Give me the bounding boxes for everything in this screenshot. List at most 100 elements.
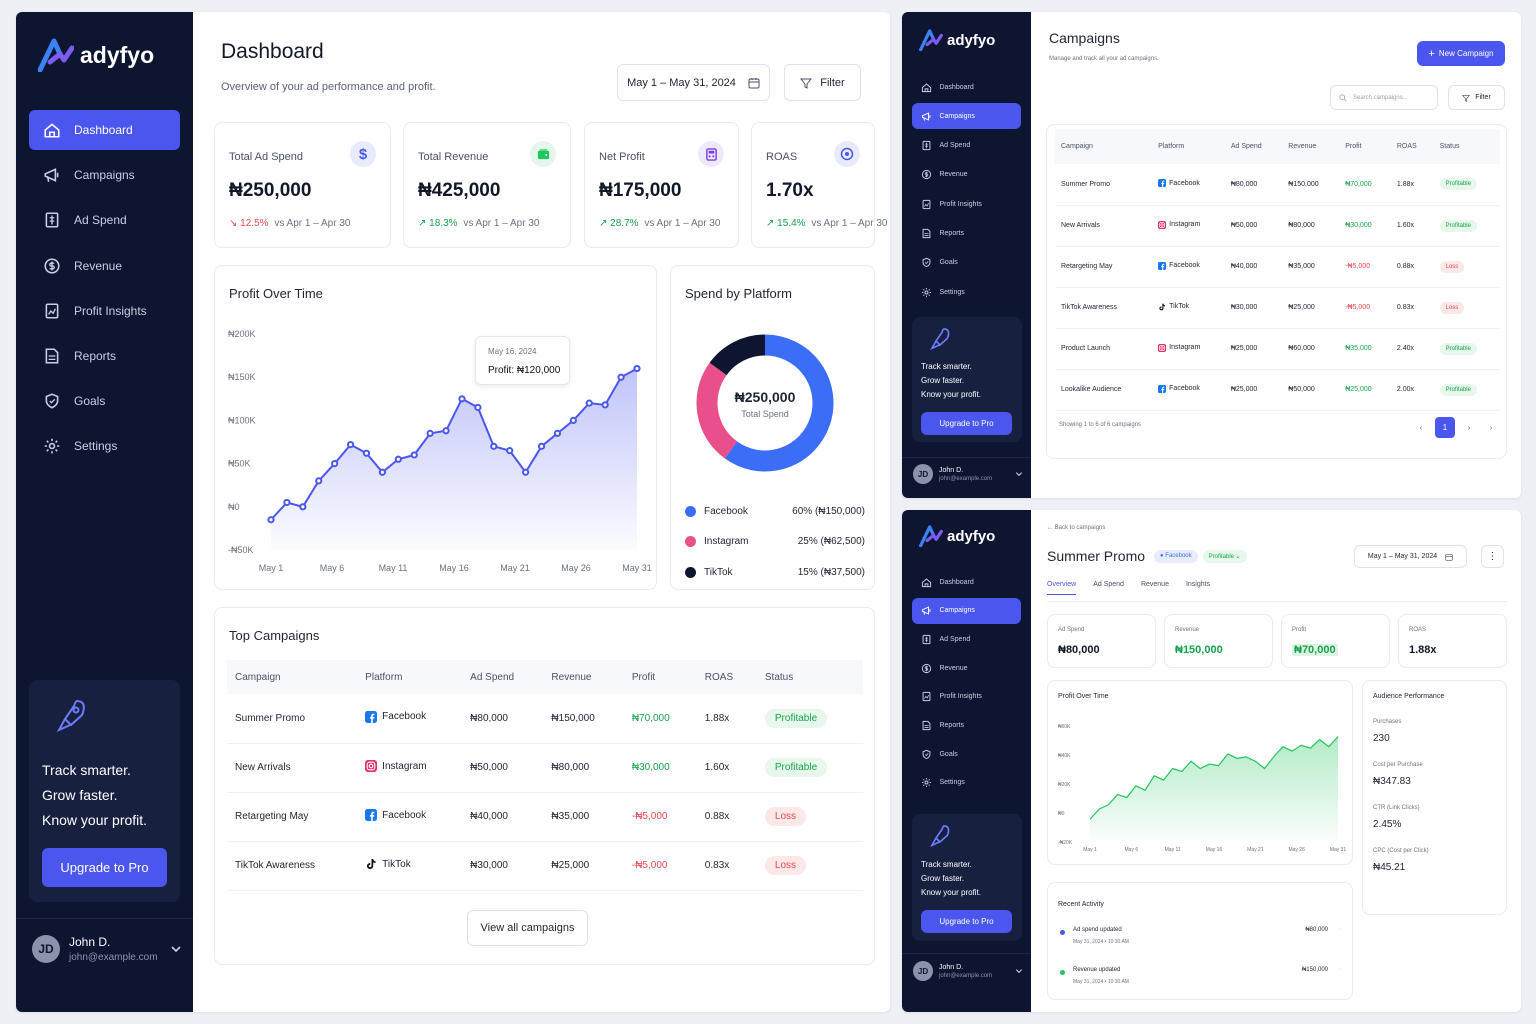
table-row[interactable]: Retargeting May Facebook ₦40,000 ₦35,000… xyxy=(227,792,863,841)
data-point[interactable] xyxy=(553,429,562,437)
user-menu[interactable]: JD John D. john@example.com xyxy=(913,464,1023,484)
data-point[interactable] xyxy=(506,447,514,455)
date-range-picker[interactable]: May 1 – May 31, 2024 xyxy=(617,64,770,101)
data-point[interactable] xyxy=(362,449,371,457)
tab-ad-spend[interactable]: Ad Spend xyxy=(1093,581,1124,588)
campaign-name[interactable]: New Arrivals xyxy=(235,762,291,773)
table-row[interactable]: TikTok Awareness TikTok ₦30,000 ₦25,000 … xyxy=(227,841,863,890)
campaign-name[interactable]: Summer Promo xyxy=(235,712,306,724)
data-point[interactable] xyxy=(585,399,593,407)
brand-logo[interactable]: adyfyo xyxy=(919,29,995,51)
campaign-name[interactable]: New Arrivals xyxy=(1061,222,1100,229)
prev-page-button[interactable]: ‹ xyxy=(1419,423,1423,432)
sidebar-item-revenue[interactable]: Revenue xyxy=(29,246,180,286)
user-menu[interactable]: JD John D. john@example.com xyxy=(32,935,182,963)
sidebar-item-profit-insights[interactable]: Profit Insights xyxy=(912,191,1021,217)
sidebar-item-reports[interactable]: Reports xyxy=(29,336,180,376)
data-point[interactable] xyxy=(267,516,275,524)
donut-slice-instagram[interactable] xyxy=(696,362,738,459)
chevron-down-icon[interactable] xyxy=(1015,967,1023,975)
more-icon[interactable]: · xyxy=(1339,966,1342,973)
data-point[interactable] xyxy=(426,429,434,437)
data-point[interactable] xyxy=(458,395,466,403)
table-row[interactable]: Retargeting May Facebook ₦40,000 ₦35,000… xyxy=(1055,246,1500,287)
data-point[interactable] xyxy=(537,442,546,450)
data-point[interactable] xyxy=(394,455,402,463)
sidebar-item-dashboard[interactable]: Dashboard xyxy=(912,74,1021,100)
sidebar-item-ad-spend[interactable]: Ad Spend xyxy=(29,200,180,240)
tab-overview[interactable]: Overview xyxy=(1047,581,1077,595)
data-point[interactable] xyxy=(283,498,291,507)
campaign-name[interactable]: Summer Promo xyxy=(1061,180,1111,188)
upgrade-button[interactable]: Upgrade to Pro xyxy=(921,910,1012,933)
data-point[interactable] xyxy=(299,503,307,511)
data-point[interactable] xyxy=(315,477,323,485)
sidebar-item-reports[interactable]: Reports xyxy=(912,712,1021,738)
data-point[interactable] xyxy=(331,460,339,468)
view-all-campaigns-button[interactable]: View all campaigns xyxy=(467,910,588,946)
sidebar-item-profit-insights[interactable]: Profit Insights xyxy=(29,291,180,331)
data-point[interactable] xyxy=(474,403,482,412)
sidebar-item-goals[interactable]: Goals xyxy=(912,741,1021,767)
new-campaign-button[interactable]: + New Campaign xyxy=(1417,41,1505,66)
data-point[interactable] xyxy=(490,442,498,450)
sidebar-item-campaigns[interactable]: Campaigns xyxy=(912,103,1021,130)
sidebar-item-settings[interactable]: Settings xyxy=(912,770,1021,796)
date-range-picker[interactable]: May 1 – May 31, 2024 xyxy=(1354,545,1467,568)
data-point[interactable] xyxy=(346,440,355,449)
sidebar-item-dashboard[interactable]: Dashboard xyxy=(912,569,1021,595)
back-link[interactable]: ← Back to campaigns xyxy=(1047,525,1105,531)
table-row[interactable]: TikTok Awareness TikTok ₦30,000 ₦25,000 … xyxy=(1055,287,1500,328)
table-row[interactable]: Summer Promo Facebook ₦80,000 ₦150,000 ₦… xyxy=(1055,164,1500,205)
campaign-name[interactable]: Product Launch xyxy=(1061,345,1111,352)
donut-slice-tiktok[interactable] xyxy=(709,334,766,376)
table-row[interactable]: Product Launch Instagram ₦25,000 ₦60,000… xyxy=(1055,328,1500,369)
activity-item[interactable]: Revenue updated May 31, 2024 • 10:30 AM … xyxy=(1058,966,1344,1007)
campaign-name[interactable]: TikTok Awareness xyxy=(235,860,316,871)
filter-button[interactable]: Filter xyxy=(784,64,861,101)
more-options-button[interactable]: ⋮ xyxy=(1481,545,1504,568)
next-page-button[interactable]: › xyxy=(1467,423,1471,432)
table-row[interactable]: Lookalike Audience Facebook ₦25,000 ₦50,… xyxy=(1055,369,1500,410)
filter-button[interactable]: Filter xyxy=(1448,85,1505,110)
sidebar-item-goals[interactable]: Goals xyxy=(29,381,180,421)
status-badge[interactable]: Profitable ⌄ xyxy=(1202,550,1247,563)
data-point[interactable] xyxy=(378,468,386,476)
data-point[interactable] xyxy=(617,373,625,381)
table-row[interactable]: Summer Promo Facebook ₦80,000 ₦150,000 ₦… xyxy=(227,694,863,743)
sidebar-item-goals[interactable]: Goals xyxy=(912,250,1021,276)
sidebar-item-ad-spend[interactable]: Ad Spend xyxy=(912,626,1021,652)
campaign-name[interactable]: Retargeting May xyxy=(235,811,309,822)
sidebar-item-profit-insights[interactable]: Profit Insights xyxy=(912,684,1021,710)
activity-item[interactable]: Ad spend updated May 31, 2024 • 10:30 AM… xyxy=(1058,926,1344,967)
user-menu[interactable]: JD John D. john@example.com xyxy=(913,961,1023,981)
chevron-down-icon[interactable] xyxy=(170,943,182,955)
sidebar-item-reports[interactable]: Reports xyxy=(912,220,1021,246)
last-page-button[interactable]: › xyxy=(1489,423,1493,432)
data-point[interactable] xyxy=(442,427,450,435)
data-point[interactable] xyxy=(522,468,530,476)
upgrade-button[interactable]: Upgrade to Pro xyxy=(921,412,1012,435)
brand-logo[interactable]: adyfyo xyxy=(38,38,154,72)
table-row[interactable]: New Arrivals Instagram ₦50,000 ₦80,000 ₦… xyxy=(227,743,863,792)
donut-slice-facebook[interactable] xyxy=(724,334,834,472)
sidebar-item-campaigns[interactable]: Campaigns xyxy=(29,155,180,195)
chevron-down-icon[interactable] xyxy=(1015,470,1023,478)
tab-insights[interactable]: Insights xyxy=(1185,581,1211,588)
more-icon[interactable]: · xyxy=(1339,926,1342,933)
page-1-button[interactable]: 1 xyxy=(1435,417,1455,438)
search-input[interactable]: Search campaigns... xyxy=(1330,85,1438,110)
sidebar-item-dashboard[interactable]: Dashboard xyxy=(29,110,180,150)
data-point[interactable] xyxy=(569,416,577,424)
upgrade-button[interactable]: Upgrade to Pro xyxy=(42,848,167,887)
data-point[interactable] xyxy=(410,451,418,459)
tab-revenue[interactable]: Revenue xyxy=(1140,581,1169,588)
data-point[interactable] xyxy=(633,364,641,373)
brand-logo[interactable]: adyfyo xyxy=(919,525,995,547)
sidebar-item-ad-spend[interactable]: Ad Spend xyxy=(912,133,1021,159)
sidebar-item-revenue[interactable]: Revenue xyxy=(912,162,1021,188)
sidebar-item-campaigns[interactable]: Campaigns xyxy=(912,597,1021,624)
campaign-name[interactable]: Retargeting May xyxy=(1061,263,1113,270)
table-row[interactable]: New Arrivals Instagram ₦50,000 ₦80,000 ₦… xyxy=(1055,205,1500,246)
sidebar-item-settings[interactable]: Settings xyxy=(912,279,1021,305)
